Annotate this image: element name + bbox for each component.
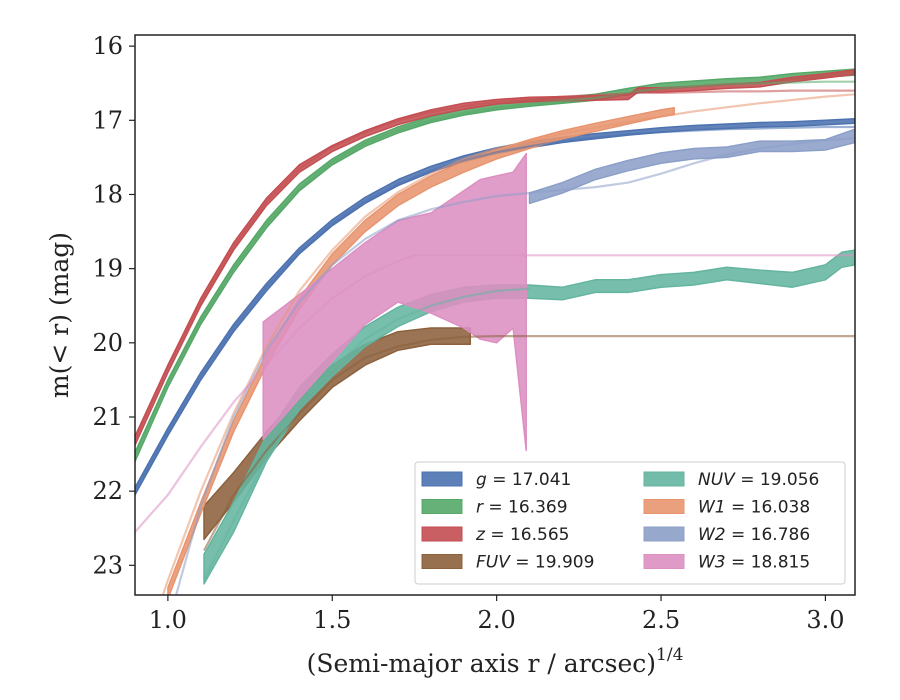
legend-swatch-g (421, 471, 463, 487)
legend-label-nuv: NUV = 19.056 (698, 470, 819, 490)
plot-frame (134, 34, 856, 596)
legend-swatch-z (421, 526, 463, 542)
x-tick-label: 3.0 (806, 606, 844, 634)
legend-label-r: r = 16.369 (476, 498, 568, 518)
y-axis-label: m(< r) (mag) (45, 232, 74, 398)
model-curve-w1 (161, 93, 855, 595)
y-tick-label: 18 (92, 180, 123, 208)
model-curve-g (135, 125, 855, 492)
legend-swatch-nuv (643, 471, 685, 487)
x-axis-label: (Semi-major axis r / arcsec)1/4 (307, 645, 684, 678)
legend-label-g: g = 17.041 (476, 470, 571, 490)
legend-label-w2: W2 = 16.786 (698, 525, 810, 545)
y-axis-ticks: 16 17 18 19 20 21 22 23 (92, 32, 135, 579)
y-tick-label: 20 (92, 329, 123, 357)
model-curves (135, 80, 855, 595)
legend-label-z: z = 16.565 (475, 525, 569, 545)
model-curve-nuv (203, 287, 530, 581)
band-g (135, 118, 855, 496)
band-z (135, 69, 855, 446)
y-tick-label: 21 (92, 403, 123, 431)
model-curve-w2 (174, 137, 855, 595)
legend-swatch-w1 (643, 499, 685, 514)
y-tick-label: 23 (92, 551, 123, 579)
x-axis-ticks: 1.0 1.5 2.0 2.5 3.0 (149, 595, 844, 634)
legend-label-w3: W3 = 18.815 (698, 553, 810, 573)
legend-label-w1: W1 = 16.038 (698, 498, 810, 518)
legend-swatch-w2 (643, 526, 685, 542)
band-r (135, 68, 855, 463)
x-tick-label: 1.0 (149, 606, 187, 634)
model-curve-z (135, 89, 855, 440)
legend-box (414, 461, 846, 585)
model-curve-r (135, 80, 855, 455)
x-tick-label: 2.0 (478, 606, 516, 634)
band-w2 (528, 128, 855, 205)
model-curve-w3 (135, 254, 855, 533)
legend-swatch-fuv (421, 554, 463, 569)
legend: g = 17.041 r = 16.369 z = 16.565 FUV = 19.9… (414, 461, 846, 585)
y-tick-label: 17 (92, 106, 123, 134)
y-tick-label: 22 (92, 477, 123, 505)
legend-swatch-r (421, 499, 463, 514)
legend-swatch-w3 (643, 554, 685, 569)
x-tick-label: 2.5 (642, 606, 680, 634)
y-tick-label: 19 (92, 255, 123, 283)
x-tick-label: 1.5 (313, 606, 351, 634)
legend-label-fuv: FUV = 19.909 (476, 553, 594, 573)
y-tick-label: 16 (92, 32, 123, 60)
